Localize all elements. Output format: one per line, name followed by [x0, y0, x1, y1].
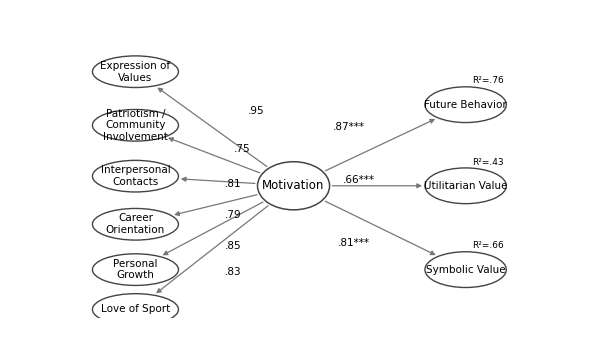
- Text: Interpersonal
Contacts: Interpersonal Contacts: [101, 165, 170, 187]
- Text: Career
Orientation: Career Orientation: [106, 213, 165, 235]
- Text: .85: .85: [225, 241, 241, 251]
- Text: .79: .79: [225, 210, 241, 220]
- Text: Symbolic Value: Symbolic Value: [426, 265, 505, 275]
- Text: Motivation: Motivation: [262, 179, 325, 192]
- Ellipse shape: [92, 254, 178, 286]
- Text: Utilitarian Value: Utilitarian Value: [424, 181, 508, 191]
- Text: .66***: .66***: [343, 175, 374, 185]
- Text: .95: .95: [248, 106, 265, 116]
- Ellipse shape: [425, 168, 506, 203]
- Ellipse shape: [92, 56, 178, 87]
- Text: Patriotism /
Community
Involvement: Patriotism / Community Involvement: [103, 109, 168, 142]
- Text: Future Behavior: Future Behavior: [424, 100, 507, 110]
- Text: .81***: .81***: [338, 238, 370, 248]
- Text: Expression of
Values: Expression of Values: [100, 61, 170, 82]
- Ellipse shape: [257, 162, 329, 210]
- Text: .87***: .87***: [334, 122, 365, 132]
- Text: .83: .83: [225, 267, 241, 277]
- Text: Love of Sport: Love of Sport: [101, 305, 170, 315]
- Ellipse shape: [425, 252, 506, 287]
- Ellipse shape: [92, 294, 178, 325]
- Text: R²=.66: R²=.66: [472, 241, 504, 250]
- Ellipse shape: [92, 208, 178, 240]
- Text: R²=.76: R²=.76: [472, 76, 504, 85]
- Text: .75: .75: [234, 144, 251, 154]
- Text: .81: .81: [225, 179, 241, 189]
- Text: R²=.43: R²=.43: [472, 157, 504, 166]
- Text: Personal
Growth: Personal Growth: [113, 259, 158, 281]
- Ellipse shape: [92, 110, 178, 141]
- Ellipse shape: [425, 87, 506, 122]
- Ellipse shape: [92, 160, 178, 192]
